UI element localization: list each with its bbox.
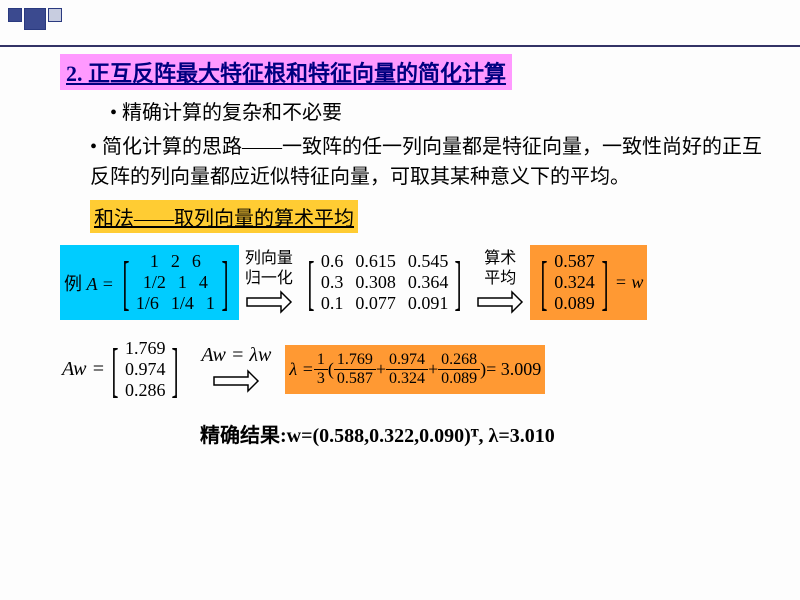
section-title: 2. 正互反阵最大特征根和特征向量的简化计算 (60, 54, 512, 90)
matrix-w: [ 0.587 0.324 0.089 ] = w (530, 245, 647, 320)
computation-row-1: 例 A = [ 126 1/214 1/61/41 ] 列向量 归一化 [ 0.… (60, 245, 770, 320)
exact-result: 精确结果:w=(0.588,0.322,0.090)ᵀ, λ=3.010 (200, 419, 770, 448)
arrow-icon (476, 288, 524, 316)
arrow-icon (212, 367, 260, 395)
step2-label: 算术 平均 (484, 249, 516, 287)
matrix-normalized: [ 0.60.6150.545 0.30.3080.364 0.10.0770.… (299, 245, 470, 320)
method-label: 和法——取列向量的算术平均 (90, 200, 358, 233)
bullet-2: • 简化计算的思路——一致阵的任一列向量都是特征向量，一致性尚好的正互反阵的列向… (90, 132, 770, 192)
divider (0, 45, 800, 47)
lambda-calc: λ = 13 ( 1.7690.587 + 0.9740.324 + 0.268… (285, 345, 545, 394)
corner-decoration (8, 8, 62, 30)
step1-label: 列向量 归一化 (245, 249, 293, 287)
matrix-a: 例 A = [ 126 1/214 1/61/41 ] (60, 245, 239, 320)
matrix-aw: Aw = [ 1.769 0.974 0.286 ] (60, 332, 187, 407)
computation-row-2: Aw = [ 1.769 0.974 0.286 ] Aw = λw λ = 1… (60, 332, 770, 407)
arrow-icon (245, 288, 293, 316)
eigen-equation: Aw = λw (201, 344, 271, 367)
bullet-1: • 精确计算的复杂和不必要 (110, 98, 770, 128)
